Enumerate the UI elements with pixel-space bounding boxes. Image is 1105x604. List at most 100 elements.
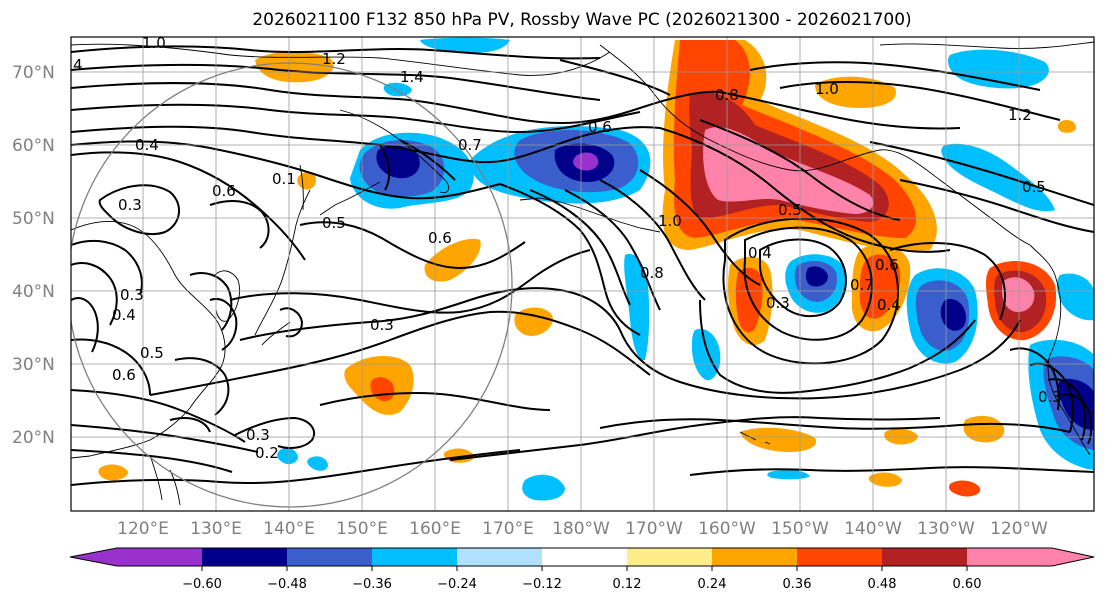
shade-blue-lightest-6 — [947, 49, 1049, 89]
longitude-labels: 120°E 130°E 140°E 150°E 160°E 170°E 180°… — [117, 519, 1048, 539]
contour-line — [699, 119, 901, 221]
contour-label: 1.2 — [322, 50, 346, 68]
colorbar-segment — [542, 548, 627, 566]
lon-label: 170°E — [482, 519, 534, 539]
contour-line — [71, 239, 143, 296]
shade-blue-lightest-8 — [1057, 273, 1094, 321]
colorbar-tick-label: −0.36 — [352, 577, 392, 592]
contour-line — [449, 416, 941, 461]
colorbar-segment — [70, 548, 117, 566]
shade-blue-lightest-10 — [692, 328, 721, 381]
colorbar-tick-label: 0.48 — [868, 577, 897, 592]
colorbar-segment — [457, 548, 542, 566]
contour-line — [869, 141, 1094, 206]
contour-label: 1.0 — [142, 34, 166, 52]
contour-line — [639, 169, 761, 286]
colorbar-tick-label: 0.60 — [953, 577, 982, 592]
contour-label: 0.6 — [588, 118, 612, 136]
contour-label: 1.4 — [400, 68, 424, 86]
contour-label: 0.5 — [140, 344, 164, 362]
contour-line — [399, 139, 456, 181]
contour-line — [71, 45, 601, 60]
contour-label: 0.8 — [715, 86, 739, 104]
contour-label: 0.2 — [255, 444, 279, 462]
lat-label: 40°N — [12, 282, 55, 302]
contour-label: 1.0 — [815, 80, 839, 98]
contour-label: 0.4 — [112, 306, 136, 324]
lon-label: 150°W — [771, 519, 829, 539]
contour-label: 0.6 — [112, 366, 136, 384]
contour-label: 0.6 — [212, 182, 236, 200]
coast-na-west — [1029, 244, 1091, 456]
contour-label: 0.7 — [458, 136, 482, 154]
contour-line — [209, 298, 238, 351]
lon-label: 120°E — [117, 519, 169, 539]
contour-line — [619, 319, 1021, 400]
coast-aleutians — [519, 197, 661, 233]
lat-label: 60°N — [12, 136, 55, 156]
contour-line — [1009, 347, 1060, 411]
contour-line — [239, 287, 621, 341]
shade-pink-2 — [1002, 277, 1035, 312]
contour-line — [71, 103, 641, 134]
contour-label: 0.6 — [428, 229, 452, 247]
colorbar: −0.60 −0.48 −0.36 −0.24 −0.12 0.12 0.24 … — [69, 547, 1095, 592]
colorbar-segment — [202, 548, 287, 566]
colorbar-tick-label: −0.48 — [267, 577, 307, 592]
contour-line — [749, 61, 1041, 91]
contour-line — [71, 125, 661, 164]
shade-orangered-3 — [735, 267, 763, 333]
contour-line — [71, 389, 246, 443]
colorbar-tick-label: 0.24 — [698, 577, 727, 592]
coast-hawaii — [739, 431, 771, 445]
shade-blue-lightest-16 — [383, 82, 412, 97]
shade-orange-2 — [255, 51, 334, 83]
contour-line — [189, 272, 233, 331]
shade-blue-dark-4 — [940, 298, 966, 331]
contour-line — [659, 127, 951, 253]
contour-line — [71, 449, 521, 486]
contour-line — [889, 242, 1006, 321]
shade-orange-9 — [740, 427, 817, 452]
colorbar-segment — [117, 548, 202, 566]
shade-blue-lightest-12 — [767, 469, 810, 480]
shade-orange-16 — [1057, 120, 1076, 133]
contour-line — [71, 140, 501, 200]
shade-orange-11 — [884, 428, 918, 445]
lon-label: 140°W — [844, 519, 902, 539]
colorbar-ticks — [201, 566, 968, 571]
contour-label: 0.6 — [875, 256, 899, 274]
contour-label: 4 — [73, 56, 83, 74]
contour-line — [899, 179, 1094, 233]
contour-label: 1.2 — [1008, 106, 1032, 124]
shade-orange-4 — [424, 238, 481, 282]
contour-line — [379, 144, 391, 191]
coast-arctic — [71, 41, 1094, 76]
contour-line — [299, 221, 526, 270]
colorbar-segment — [287, 548, 372, 566]
colorbar-outline — [69, 547, 1095, 567]
lat-label: 20°N — [12, 428, 55, 448]
lon-label: 160°E — [409, 519, 461, 539]
colorbar-segment — [712, 548, 797, 566]
lat-label: 30°N — [12, 355, 55, 375]
contour-line — [529, 189, 631, 306]
lon-label: 120°W — [990, 519, 1048, 539]
figure-title: 2026021100 F132 850 hPa PV, Rossby Wave … — [252, 10, 911, 30]
lon-label: 170°W — [625, 519, 683, 539]
contour-line — [779, 81, 1061, 121]
shade-pink-1 — [703, 127, 874, 214]
lon-label: 140°E — [263, 519, 315, 539]
contour-label: 0.1 — [272, 170, 296, 188]
coast-korea — [214, 270, 241, 322]
contour-line — [234, 416, 315, 449]
lat-label: 50°N — [12, 209, 55, 229]
colorbar-segment — [372, 548, 457, 566]
colorbar-tick-label: 0.12 — [613, 577, 642, 592]
contour-line — [71, 424, 259, 453]
coast-sakhalin — [299, 164, 304, 211]
colorbar-tick-label: −0.24 — [437, 577, 477, 592]
contour-line — [722, 217, 899, 365]
contour-label: 0.4 — [877, 296, 901, 314]
